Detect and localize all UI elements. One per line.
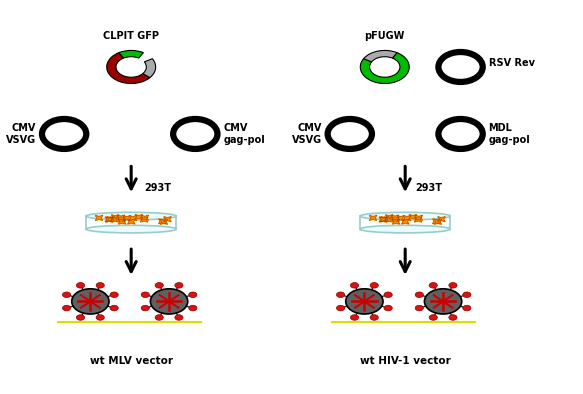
- Ellipse shape: [86, 225, 177, 233]
- Polygon shape: [385, 215, 393, 220]
- Polygon shape: [415, 215, 423, 220]
- Polygon shape: [392, 219, 400, 224]
- Text: CMV
VSVG: CMV VSVG: [292, 123, 322, 145]
- Text: 293T: 293T: [144, 183, 171, 193]
- Polygon shape: [402, 219, 409, 224]
- Text: pFUGW: pFUGW: [364, 31, 405, 41]
- Polygon shape: [379, 217, 387, 222]
- Ellipse shape: [360, 225, 450, 233]
- Circle shape: [175, 315, 183, 320]
- Circle shape: [62, 305, 71, 311]
- Text: wt MLV vector: wt MLV vector: [90, 355, 173, 366]
- Polygon shape: [380, 217, 387, 222]
- Circle shape: [189, 292, 197, 297]
- Circle shape: [62, 292, 71, 297]
- Ellipse shape: [360, 212, 450, 220]
- Circle shape: [415, 292, 423, 297]
- Circle shape: [110, 305, 118, 311]
- Polygon shape: [415, 217, 422, 222]
- Ellipse shape: [86, 212, 177, 220]
- Polygon shape: [128, 219, 135, 224]
- Circle shape: [155, 315, 163, 320]
- Wedge shape: [143, 59, 156, 78]
- Polygon shape: [392, 217, 399, 222]
- Polygon shape: [391, 215, 399, 220]
- Circle shape: [141, 305, 149, 311]
- Text: CMV
gag-pol: CMV gag-pol: [223, 123, 265, 145]
- Circle shape: [96, 282, 104, 288]
- Polygon shape: [397, 216, 404, 221]
- Polygon shape: [409, 214, 416, 219]
- Text: CMV
VSVG: CMV VSVG: [6, 123, 36, 145]
- Polygon shape: [117, 215, 125, 220]
- Circle shape: [350, 315, 359, 320]
- Polygon shape: [95, 216, 103, 220]
- Circle shape: [96, 315, 104, 320]
- Polygon shape: [381, 217, 388, 221]
- Polygon shape: [123, 216, 130, 221]
- Polygon shape: [433, 219, 440, 224]
- Circle shape: [76, 282, 85, 288]
- Polygon shape: [110, 217, 117, 222]
- Polygon shape: [384, 217, 391, 222]
- Text: RSV Rev: RSV Rev: [489, 58, 535, 68]
- Circle shape: [350, 282, 359, 288]
- Circle shape: [370, 282, 378, 288]
- Text: wt HIV-1 vector: wt HIV-1 vector: [360, 355, 451, 366]
- Circle shape: [76, 315, 85, 320]
- Polygon shape: [164, 217, 171, 222]
- Circle shape: [424, 289, 462, 314]
- Circle shape: [336, 305, 345, 311]
- Wedge shape: [364, 50, 397, 62]
- Polygon shape: [107, 217, 114, 221]
- Polygon shape: [403, 216, 410, 221]
- Text: 293T: 293T: [415, 183, 442, 193]
- Circle shape: [110, 292, 118, 297]
- Circle shape: [155, 282, 163, 288]
- Polygon shape: [118, 217, 125, 222]
- Wedge shape: [119, 50, 143, 58]
- Circle shape: [429, 282, 437, 288]
- Circle shape: [141, 292, 149, 297]
- Circle shape: [150, 289, 188, 314]
- Circle shape: [463, 305, 471, 311]
- Circle shape: [370, 315, 378, 320]
- Polygon shape: [434, 219, 442, 224]
- Circle shape: [463, 292, 471, 297]
- Polygon shape: [141, 215, 149, 220]
- Polygon shape: [106, 217, 113, 222]
- Circle shape: [415, 305, 423, 311]
- Polygon shape: [129, 216, 136, 221]
- Circle shape: [346, 289, 383, 314]
- Circle shape: [449, 282, 457, 288]
- Circle shape: [384, 305, 392, 311]
- Circle shape: [336, 292, 345, 297]
- Circle shape: [72, 289, 109, 314]
- Polygon shape: [159, 219, 166, 224]
- Polygon shape: [118, 219, 126, 224]
- Wedge shape: [360, 53, 409, 84]
- Polygon shape: [369, 216, 377, 220]
- Text: MDL
gag-pol: MDL gag-pol: [489, 123, 531, 145]
- Polygon shape: [135, 214, 142, 219]
- Polygon shape: [438, 217, 445, 222]
- Circle shape: [449, 315, 457, 320]
- Polygon shape: [105, 217, 113, 222]
- Wedge shape: [107, 53, 150, 84]
- Polygon shape: [160, 219, 168, 224]
- Circle shape: [175, 282, 183, 288]
- Text: CLPIT GFP: CLPIT GFP: [103, 31, 159, 41]
- Circle shape: [189, 305, 197, 311]
- Polygon shape: [111, 215, 119, 220]
- Circle shape: [429, 315, 437, 320]
- Circle shape: [384, 292, 392, 297]
- Polygon shape: [141, 217, 147, 222]
